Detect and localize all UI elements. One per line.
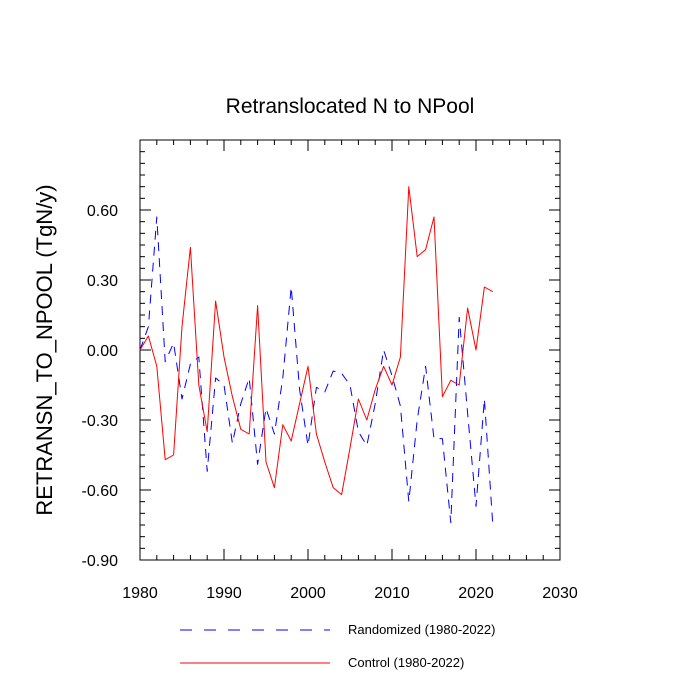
y-axis: -0.90 -0.60 -0.30 0.00 0.30 0.60 — [82, 139, 560, 570]
x-tick-label: 1990 — [206, 585, 242, 602]
y-tick-label: 0.30 — [87, 273, 118, 290]
legend-label-randomized: Randomized (1980-2022) — [348, 622, 495, 637]
y-tick-label: 0.60 — [87, 203, 118, 220]
chart-title: Retranslocated N to NPool — [226, 95, 475, 118]
x-tick-label: 2030 — [542, 585, 578, 602]
legend-label-control: Control (1980-2022) — [348, 655, 464, 670]
x-tick-label: 2000 — [290, 585, 326, 602]
series-group — [139, 186, 494, 526]
x-tick-label: 2010 — [374, 585, 410, 602]
x-tick-label: 1980 — [122, 585, 158, 602]
y-tick-label: -0.90 — [82, 553, 119, 570]
y-tick-label: -0.60 — [82, 483, 119, 500]
x-axis: 1980 1990 2000 2010 2020 2030 — [122, 140, 578, 602]
series-line-randomized — [139, 216, 494, 526]
series-line-control — [139, 186, 494, 496]
x-tick-label: 2020 — [458, 585, 494, 602]
y-tick-label: 0.00 — [87, 343, 118, 360]
y-axis-label: RETRANSN_TO_NPOOL (TgN/y) — [32, 184, 57, 515]
legend: Randomized (1980-2022) Control (1980-202… — [180, 622, 495, 670]
y-tick-label: -0.30 — [82, 413, 119, 430]
